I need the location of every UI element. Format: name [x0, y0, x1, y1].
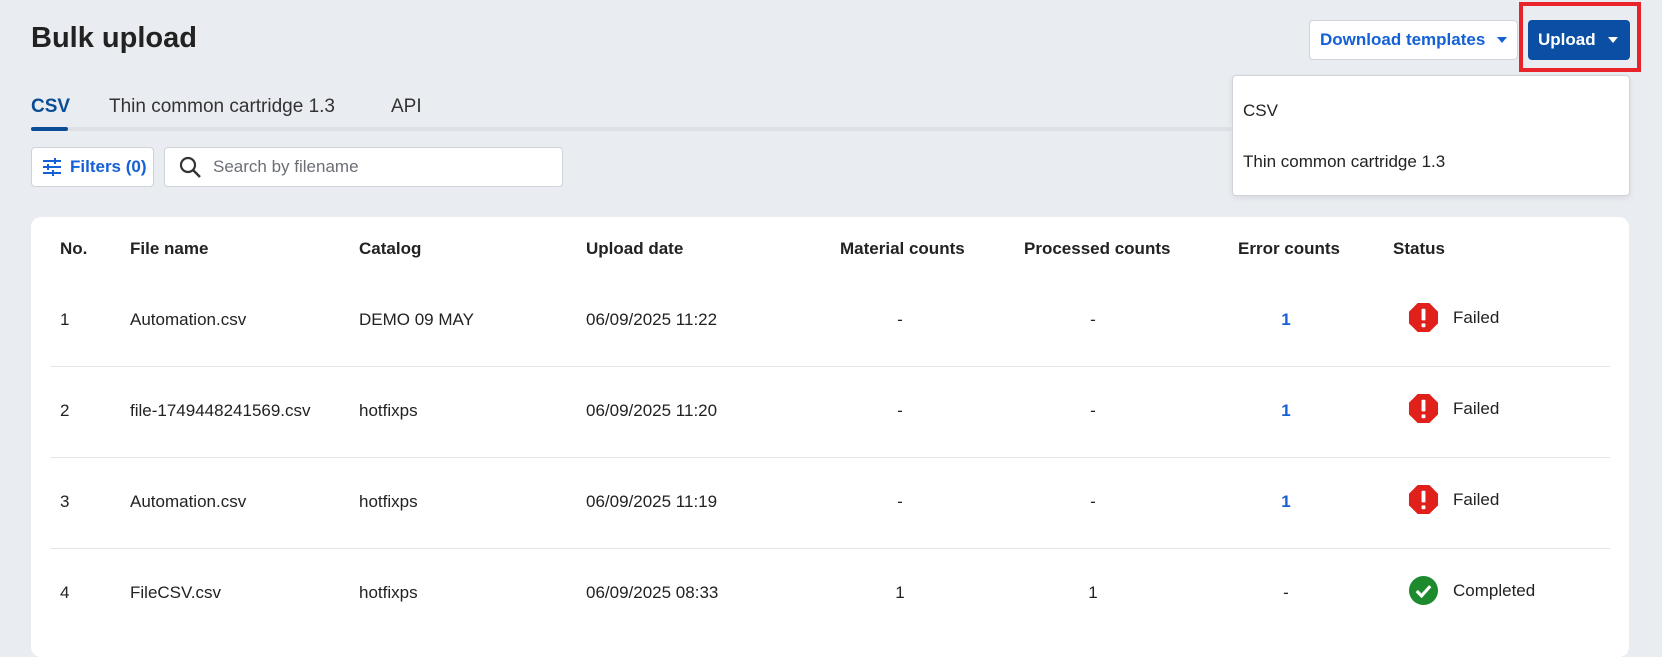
filters-label: Filters (0): [70, 157, 147, 176]
table-row: 2 file-1749448241569.csv hotfixps 06/09/…: [50, 367, 1610, 458]
cell-processed-counts: -: [1090, 310, 1096, 329]
cell-no: 4: [60, 583, 70, 602]
col-file-name: File name: [130, 239, 209, 258]
check-circle-icon: [1408, 575, 1439, 606]
table-row: 3 Automation.csv hotfixps 06/09/2025 11:…: [50, 458, 1610, 549]
status-badge: Failed: [1408, 484, 1499, 515]
col-status: Status: [1393, 239, 1445, 258]
tab-thin-common-cartridge[interactable]: Thin common cartridge 1.3: [109, 96, 335, 117]
status-badge: Failed: [1408, 393, 1499, 424]
download-templates-button[interactable]: Download templates: [1309, 20, 1518, 60]
search-icon: [179, 156, 201, 178]
filters-button[interactable]: Filters (0): [31, 147, 154, 187]
cell-material-counts: -: [897, 492, 903, 511]
col-processed-counts: Processed counts: [1024, 239, 1171, 258]
col-catalog: Catalog: [359, 239, 422, 258]
upload-dropdown-menu: CSV Thin common cartridge 1.3: [1232, 75, 1630, 196]
cell-no: 3: [60, 492, 70, 511]
cell-error-counts[interactable]: 1: [1281, 492, 1291, 511]
cell-file-name: FileCSV.csv: [130, 583, 222, 602]
caret-down-icon: [1607, 37, 1618, 43]
upload-button[interactable]: Upload: [1528, 20, 1630, 60]
cell-error-counts[interactable]: 1: [1281, 310, 1291, 329]
cell-error-counts: -: [1283, 583, 1289, 602]
status-label: Failed: [1453, 398, 1500, 418]
table-row: 1 Automation.csv DEMO 09 MAY 06/09/2025 …: [50, 276, 1610, 367]
col-upload-date: Upload date: [586, 239, 684, 258]
menu-item-csv[interactable]: CSV: [1243, 101, 1278, 120]
col-no: No.: [60, 239, 88, 258]
caret-down-icon: [1497, 37, 1508, 43]
tab-divider: [31, 127, 1231, 131]
row-divider: [50, 457, 1610, 458]
col-material-counts: Material counts: [840, 239, 965, 258]
cell-upload-date: 06/09/2025 11:20: [586, 401, 718, 420]
status-label: Completed: [1453, 580, 1536, 600]
row-divider: [50, 366, 1610, 367]
cell-processed-counts: -: [1090, 401, 1096, 420]
page-title: Bulk upload: [31, 22, 197, 54]
cell-catalog: hotfixps: [359, 583, 418, 602]
error-octagon-icon: [1408, 302, 1439, 333]
cell-upload-date: 06/09/2025 11:22: [586, 310, 718, 329]
cell-no: 2: [60, 401, 70, 420]
row-divider: [50, 548, 1610, 549]
cell-material-counts: -: [897, 310, 903, 329]
error-octagon-icon: [1408, 393, 1439, 424]
active-tab-indicator: [31, 127, 68, 131]
download-templates-label: Download templates: [1320, 30, 1486, 49]
cell-upload-date: 06/09/2025 11:19: [586, 492, 718, 511]
cell-material-counts: -: [897, 401, 903, 420]
cell-processed-counts: 1: [1088, 583, 1098, 602]
menu-item-thin-common-cartridge[interactable]: Thin common cartridge 1.3: [1243, 152, 1446, 171]
cell-file-name: Automation.csv: [130, 310, 247, 329]
table-row: 4 FileCSV.csv hotfixps 06/09/2025 08:33 …: [50, 549, 1610, 640]
status-label: Failed: [1453, 489, 1500, 509]
highlight-box: [1519, 2, 1641, 72]
tab-api[interactable]: API: [391, 96, 422, 117]
cell-material-counts: 1: [895, 583, 905, 602]
cell-catalog: hotfixps: [359, 492, 418, 511]
tab-csv[interactable]: CSV: [31, 96, 71, 117]
sliders-icon: [43, 158, 61, 176]
cell-processed-counts: -: [1090, 492, 1096, 511]
status-badge: Completed: [1408, 575, 1535, 606]
upload-label: Upload: [1538, 30, 1596, 49]
status-label: Failed: [1453, 307, 1500, 327]
cell-catalog: hotfixps: [359, 401, 418, 420]
cell-error-counts[interactable]: 1: [1281, 401, 1291, 420]
cell-catalog: DEMO 09 MAY: [359, 310, 474, 329]
search-input[interactable]: Search by filename: [164, 147, 563, 187]
col-error-counts: Error counts: [1238, 239, 1341, 258]
status-badge: Failed: [1408, 302, 1499, 333]
error-octagon-icon: [1408, 484, 1439, 515]
cell-file-name: Automation.csv: [130, 492, 247, 511]
cell-upload-date: 06/09/2025 08:33: [586, 583, 719, 602]
search-placeholder: Search by filename: [213, 157, 359, 176]
uploads-table: No. File name Catalog Upload date Materi…: [31, 217, 1629, 657]
cell-file-name: file-1749448241569.csv: [130, 401, 311, 420]
cell-no: 1: [60, 310, 70, 329]
